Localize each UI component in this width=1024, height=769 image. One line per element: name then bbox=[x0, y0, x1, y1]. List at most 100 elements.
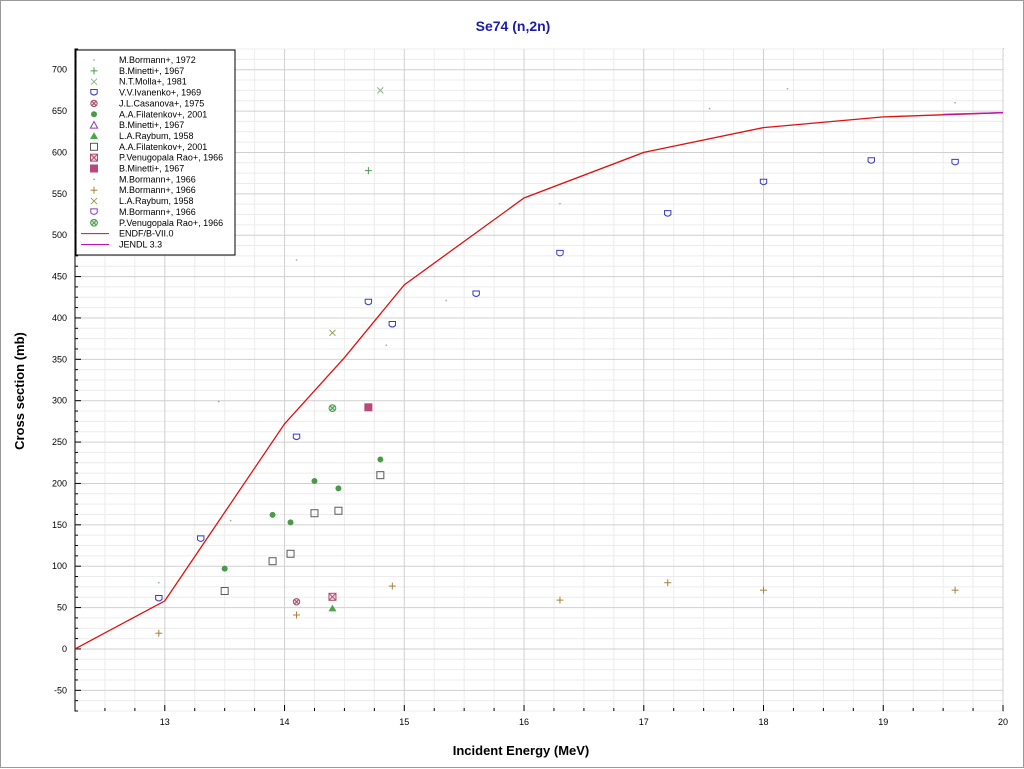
legend-label: B.Minetti+, 1967 bbox=[119, 120, 184, 130]
legend-item: J.L.Casanova+, 1975 bbox=[90, 98, 204, 108]
data-point-5-5 bbox=[377, 456, 384, 463]
x-tick-label: 15 bbox=[399, 717, 409, 727]
major-grid bbox=[75, 49, 1004, 711]
series-lines bbox=[74, 112, 1004, 650]
y-tick-label: 550 bbox=[52, 189, 67, 199]
y-tick-label: 50 bbox=[57, 603, 67, 613]
data-point-0-0 bbox=[157, 581, 160, 584]
y-tick-label: 450 bbox=[52, 272, 67, 282]
legend-item: M.Bormann+, 1972 bbox=[93, 55, 196, 65]
x-tick-label: 19 bbox=[878, 717, 888, 727]
legend-item: M.Bormann+, 1966 bbox=[93, 174, 196, 184]
y-tick-label: 500 bbox=[52, 230, 67, 240]
legend-item: ENDF/B-VII.0 bbox=[81, 229, 174, 239]
y-tick-label: 150 bbox=[52, 520, 67, 530]
data-point-0-7 bbox=[786, 87, 789, 90]
data-point-5-2 bbox=[287, 519, 294, 526]
legend-label: A.A.Filatenkov+, 2001 bbox=[119, 109, 207, 119]
x-tick-label: 14 bbox=[280, 717, 290, 727]
y-tick-label: 300 bbox=[52, 396, 67, 406]
y-tick-label: 400 bbox=[52, 313, 67, 323]
legend-item: L.A.Raybum, 1958 bbox=[90, 131, 194, 141]
data-point-3-6 bbox=[556, 249, 564, 257]
legend-marker bbox=[90, 218, 98, 227]
legend-marker bbox=[90, 197, 98, 205]
y-tick-label: 650 bbox=[52, 106, 67, 116]
chart-title: Se74 (n,2n) bbox=[476, 18, 551, 34]
data-point-8-0 bbox=[220, 587, 229, 596]
data-point-10-0 bbox=[364, 403, 373, 412]
data-point-12-6 bbox=[951, 586, 959, 594]
legend-marker bbox=[90, 78, 98, 86]
y-tick-label: 200 bbox=[52, 478, 67, 488]
x-tick-label: 18 bbox=[759, 717, 769, 727]
data-point-0-5 bbox=[559, 202, 561, 205]
legend-marker bbox=[93, 178, 95, 181]
data-point-12-5 bbox=[760, 586, 768, 594]
data-point-3-9 bbox=[867, 157, 875, 164]
data-point-0-6 bbox=[708, 107, 711, 110]
data-point-3-1 bbox=[197, 535, 205, 542]
legend-box bbox=[75, 49, 236, 256]
y-tick-label: 100 bbox=[52, 561, 67, 571]
data-point-0-4 bbox=[445, 299, 448, 302]
legend-item: A.A.Filatenkov+, 2001 bbox=[90, 142, 207, 152]
data-point-3-0 bbox=[155, 594, 163, 602]
data-point-2-0 bbox=[376, 87, 384, 94]
data-point-15-0 bbox=[328, 404, 337, 413]
legend-label: P.Venugopala Rao+, 1966 bbox=[119, 218, 223, 228]
legend-label: B.Minetti+, 1967 bbox=[119, 164, 184, 174]
data-point-5-1 bbox=[269, 511, 276, 518]
legend-marker bbox=[90, 99, 98, 108]
y-tick-label: 250 bbox=[52, 437, 67, 447]
series-line-16 bbox=[74, 112, 1004, 650]
legend-label: A.A.Filatenkov+, 2001 bbox=[119, 142, 207, 152]
legend-item: A.A.Filatenkov+, 2001 bbox=[91, 109, 207, 119]
legend-label: V.V.Ivanenko+, 1969 bbox=[119, 88, 201, 98]
x-tick-label: 20 bbox=[998, 717, 1008, 727]
data-point-3-8 bbox=[759, 178, 768, 186]
legend-label: M.Bormann+, 1972 bbox=[119, 55, 196, 65]
data-point-3-7 bbox=[664, 210, 672, 217]
legend-marker bbox=[90, 186, 98, 194]
legend-item: P.Venugopala Rao+, 1966 bbox=[90, 218, 223, 228]
legend-label: M.Bormann+, 1966 bbox=[119, 174, 196, 184]
y-tick-label: -50 bbox=[54, 685, 67, 695]
legend-label: L.A.Raybum, 1958 bbox=[119, 196, 194, 206]
data-point-12-2 bbox=[388, 582, 396, 590]
legend-item: N.T.Molla+, 1981 bbox=[90, 77, 187, 87]
y-tick-label: 700 bbox=[52, 65, 67, 75]
legend-marker bbox=[90, 132, 98, 139]
x-tick-labels: 13 14 15 16 17 18 19 20 bbox=[160, 717, 1008, 727]
data-point-5-4 bbox=[335, 485, 342, 492]
data-point-8-2 bbox=[286, 549, 295, 558]
data-point-13-0 bbox=[329, 329, 336, 337]
data-point-8-5 bbox=[376, 471, 385, 480]
legend-marker bbox=[90, 67, 98, 75]
legend-marker bbox=[93, 59, 95, 61]
legend-item: JENDL 3.3 bbox=[81, 239, 162, 249]
data-point-3-3 bbox=[364, 298, 373, 306]
data-point-3-10 bbox=[951, 158, 959, 166]
data-point-0-2 bbox=[295, 259, 298, 261]
data-point-5-0 bbox=[221, 565, 228, 572]
data-point-11-0 bbox=[217, 400, 220, 403]
y-axis-label: Cross section (mb) bbox=[12, 332, 27, 450]
legend-marker bbox=[90, 89, 98, 96]
data-point-12-1 bbox=[293, 611, 301, 619]
legend-label: B.Minetti+, 1967 bbox=[119, 66, 184, 76]
legend-label: P.Venugopala Rao+, 1966 bbox=[119, 153, 223, 163]
legend-item: L.A.Raybum, 1958 bbox=[90, 196, 194, 206]
y-tick-label: 350 bbox=[52, 354, 67, 364]
legend-label: M.Bormann+, 1966 bbox=[119, 207, 196, 217]
legend-marker bbox=[90, 164, 98, 173]
legend-item: B.Minetti+, 1967 bbox=[89, 120, 184, 130]
data-point-3-2 bbox=[292, 433, 301, 441]
legend-marker bbox=[90, 153, 98, 162]
data-point-3-4 bbox=[388, 321, 397, 328]
data-point-8-3 bbox=[310, 509, 319, 518]
x-tick-label: 13 bbox=[160, 717, 170, 727]
data-point-5-3 bbox=[311, 477, 318, 484]
